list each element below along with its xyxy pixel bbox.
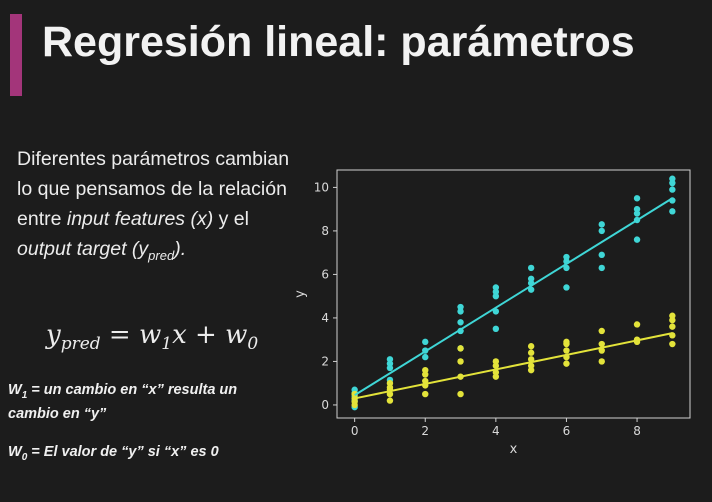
formula-plus: + — [186, 320, 226, 350]
series-1-point — [527, 264, 535, 272]
note-w0: W0 = El valor de “y” si “x” es 0 — [8, 443, 258, 467]
series-1-point — [457, 319, 464, 326]
y-axis-label: y — [293, 290, 308, 298]
x-axis-label: x — [510, 442, 518, 457]
series-2-point — [422, 390, 429, 398]
description-text: Diferentes parámetros cambian lo que pen… — [17, 144, 307, 271]
note-w0-text: = El valor de “y” si “x” es 0 — [27, 444, 219, 460]
series-1-point — [527, 286, 535, 293]
series-2-point — [563, 360, 570, 367]
formula-w0-subscript: 0 — [247, 334, 259, 355]
series-2-point — [598, 340, 605, 348]
series-2-point — [386, 397, 394, 404]
regression-formula: ypred = w1x + w0 — [46, 320, 258, 354]
series-1-point — [669, 208, 676, 215]
series-2-point — [457, 390, 464, 398]
x-tick-label: 2 — [421, 424, 429, 438]
series-1-point — [492, 284, 500, 291]
title-accent-bar — [10, 14, 22, 96]
series-1-regression-line — [354, 197, 673, 397]
y-tick-label: 0 — [321, 398, 329, 412]
series-1-point — [386, 356, 394, 363]
series-2-point — [527, 362, 535, 369]
series-2-point — [422, 366, 429, 374]
series-2-point — [598, 327, 605, 335]
slide-title: Regresión lineal: parámetros — [42, 18, 635, 66]
series-1-point — [669, 175, 676, 182]
series-1-point — [633, 236, 641, 243]
series-1-point — [457, 303, 464, 311]
series-2-point — [386, 379, 394, 387]
note-w1-text: = un cambio en “x” resulta un cambio en … — [8, 382, 238, 422]
note-w0-subscript: 0 — [21, 451, 28, 463]
note-w0-symbol: W — [8, 444, 22, 460]
plot-frame — [336, 169, 691, 419]
y-tick-label: 4 — [321, 311, 329, 325]
series-1-point — [527, 275, 535, 282]
x-tick-label: 4 — [492, 424, 500, 438]
note-w1: W1 = un cambio en “x” resulta un cambio … — [8, 381, 258, 424]
output-target-end: ). — [174, 238, 187, 260]
series-2-point — [457, 345, 464, 352]
series-2-point — [669, 312, 676, 319]
series-1-point — [633, 195, 641, 202]
note-w1-subscript: 1 — [21, 389, 28, 401]
series-2-point — [669, 323, 676, 330]
series-2-point — [669, 340, 676, 348]
series-1-point — [669, 186, 676, 193]
formula-w1: w — [138, 320, 162, 350]
series-1-point — [422, 353, 429, 361]
series-1-point — [633, 205, 641, 213]
formula-w0: w — [225, 320, 248, 350]
description-part-1: Diferentes parámetros cambian lo que pen… — [17, 148, 290, 230]
series-2-point — [598, 358, 605, 365]
series-2-point — [633, 321, 641, 328]
series-1-point — [598, 227, 605, 235]
formula-x: x — [172, 320, 187, 350]
description-part-2: y el — [213, 208, 249, 230]
formula-y: y — [46, 320, 61, 350]
formula-y-subscript: pred — [60, 334, 101, 355]
regression-scatter-chart: 0 2 4 6 8 0 2 4 6 8 10 x y — [293, 169, 691, 457]
series-2-point — [457, 358, 464, 365]
series-2-point — [492, 358, 500, 365]
y-tick-label: 8 — [321, 224, 329, 238]
x-tick-label: 0 — [351, 424, 359, 438]
x-tick-label: 8 — [633, 424, 641, 438]
description-input-features: input features (x) — [66, 208, 214, 230]
output-target-label: output target (y — [17, 238, 149, 260]
note-w1-symbol: W — [8, 382, 22, 398]
y-tick-label: 10 — [314, 180, 329, 194]
formula-equals: = — [100, 320, 139, 350]
series-1-point — [422, 338, 429, 346]
series-2-point — [563, 347, 570, 354]
y-tick-label: 2 — [321, 354, 329, 368]
series-1-point — [563, 253, 570, 261]
series-2-point — [563, 338, 570, 346]
series-1-point — [563, 284, 570, 291]
series-2-point — [527, 349, 535, 356]
series-2-point — [527, 343, 535, 350]
series-1-point — [563, 264, 570, 272]
series-1-point — [598, 251, 605, 259]
output-target-subscript: pred — [148, 247, 175, 263]
series-1-point — [492, 325, 500, 333]
formula-w1-subscript: 1 — [161, 334, 173, 355]
series-1-point — [598, 221, 605, 228]
x-tick-label: 6 — [563, 424, 571, 438]
description-output-target: output target (ypred). — [17, 238, 187, 263]
series-1-point — [598, 264, 605, 272]
series-2-regression-line — [354, 332, 673, 400]
y-tick-label: 6 — [321, 267, 329, 281]
